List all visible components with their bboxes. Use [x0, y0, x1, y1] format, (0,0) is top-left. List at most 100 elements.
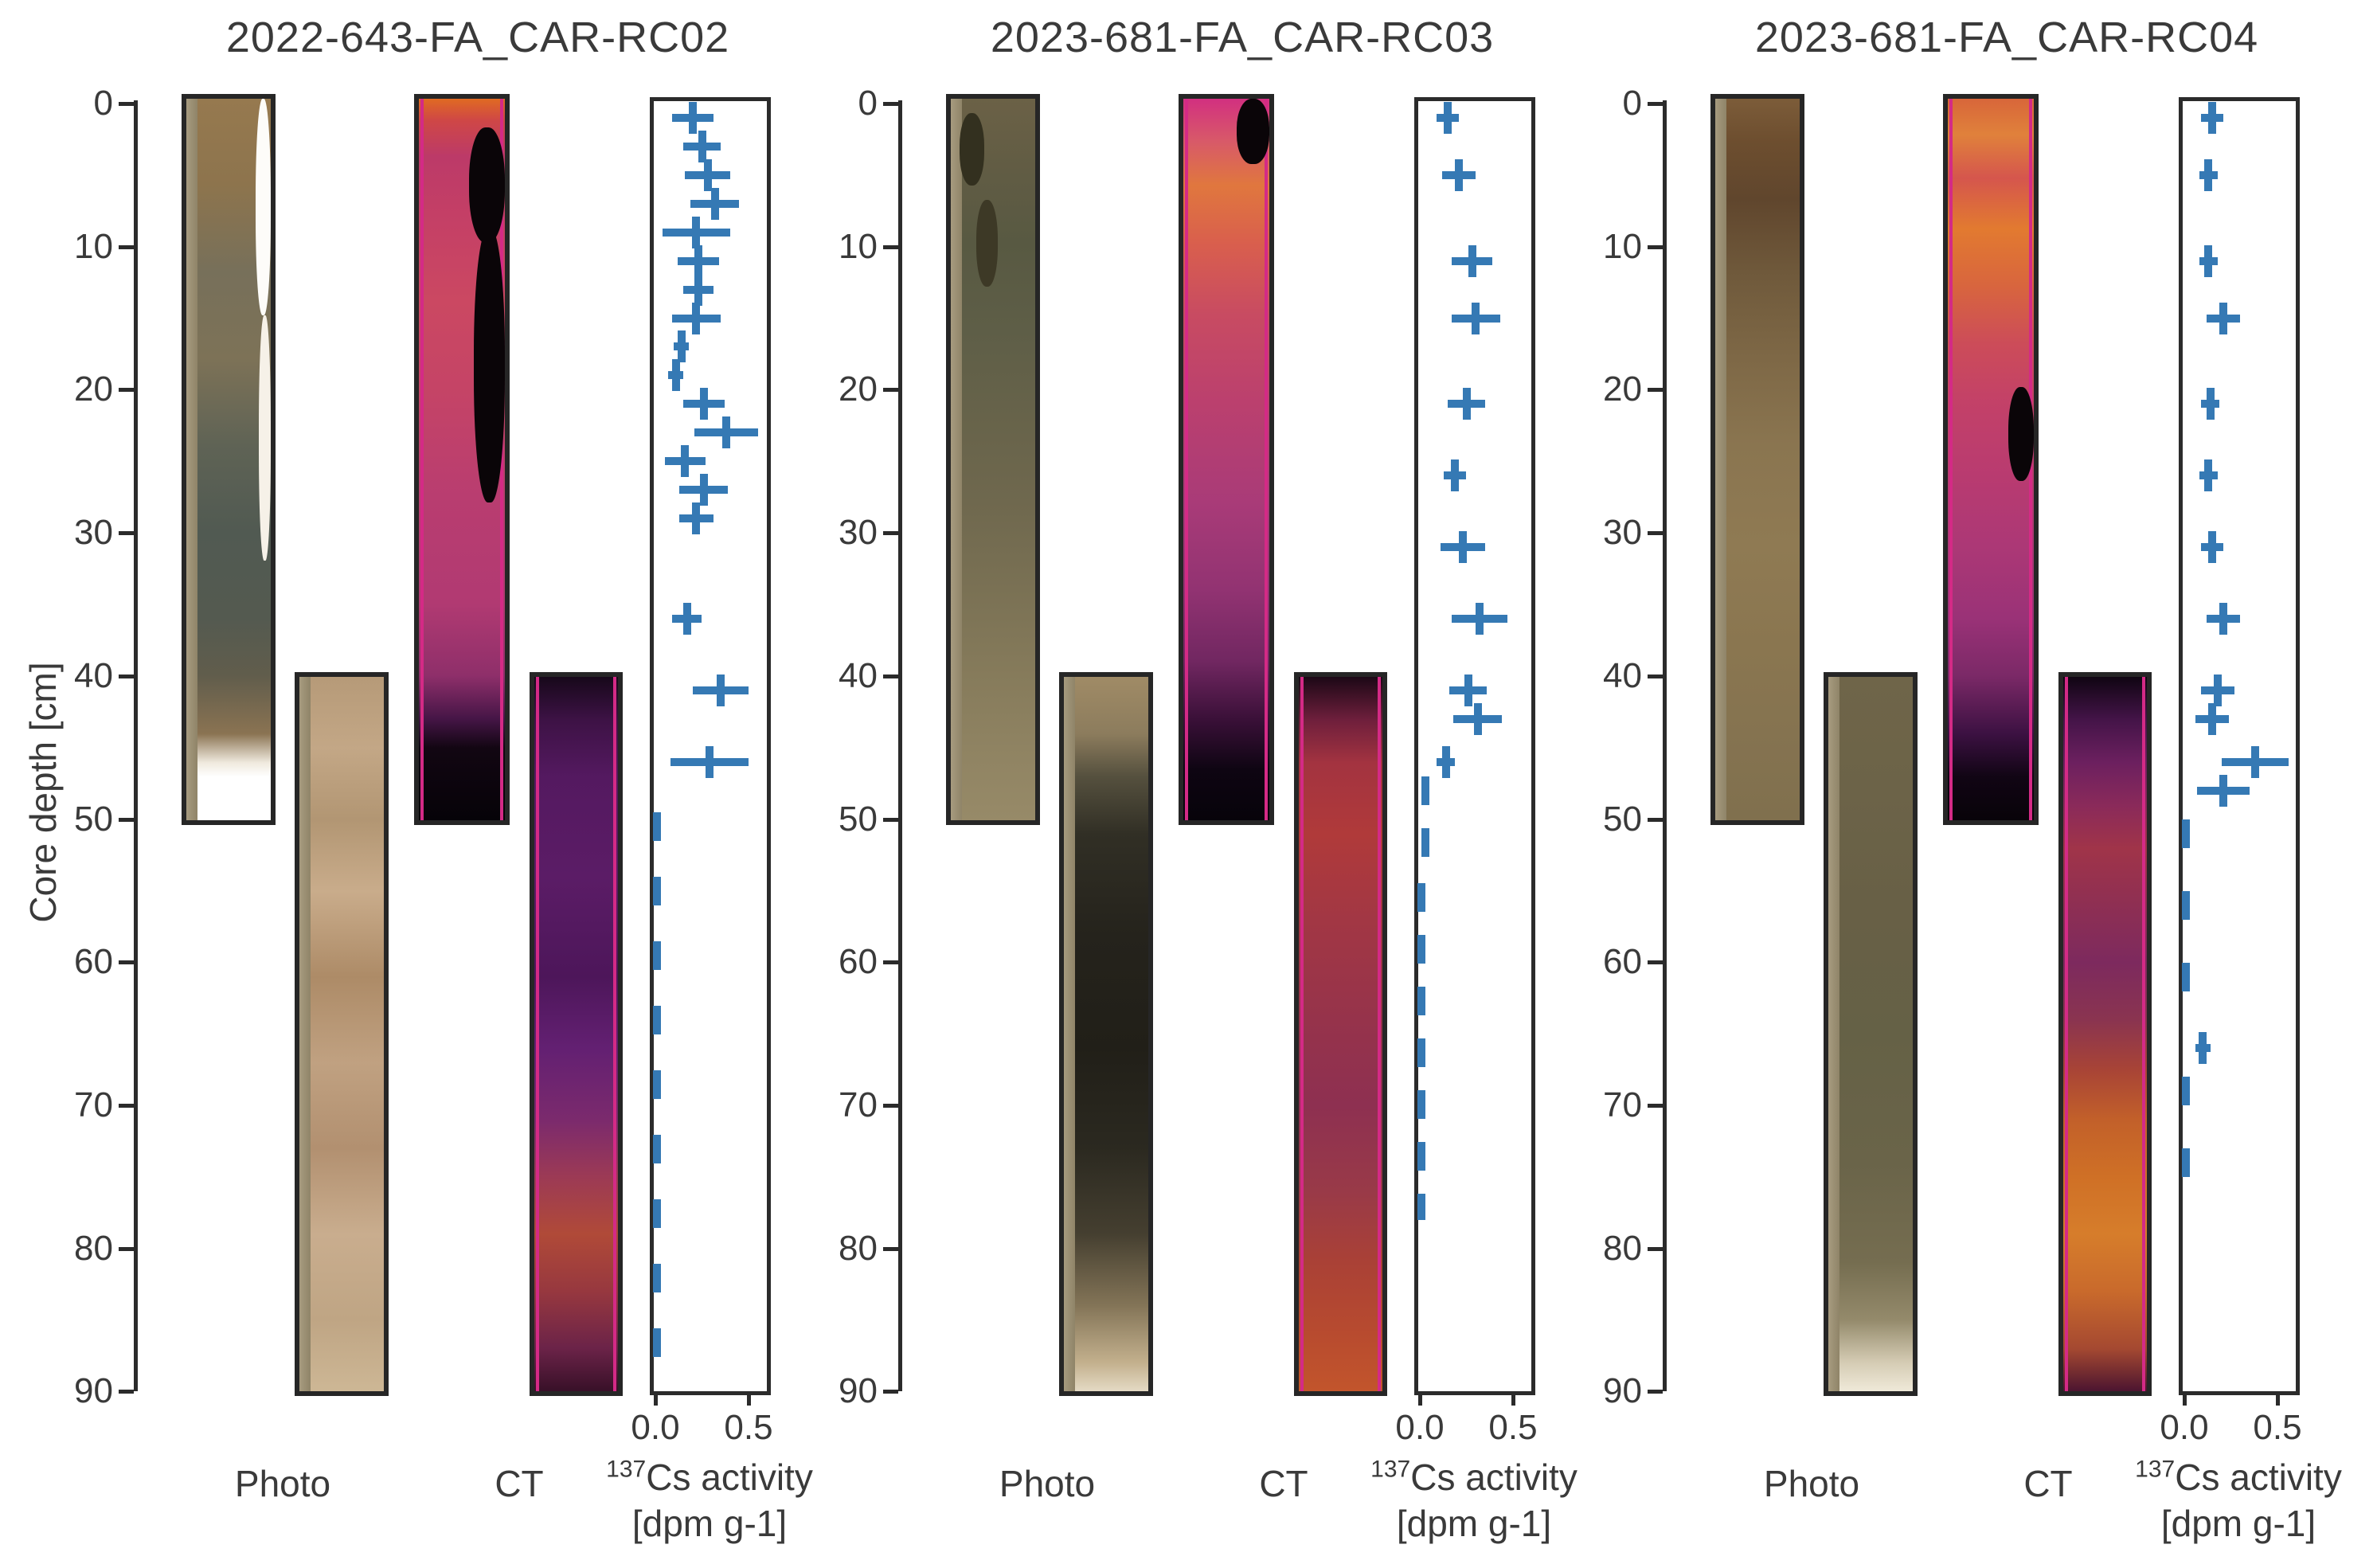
depth-tick [1648, 674, 1663, 678]
depth-tick [883, 1103, 898, 1108]
depth-tick-label: 80 [839, 1228, 878, 1268]
activity-x-tick [2276, 1394, 2280, 1406]
ct-liner-line-right [613, 677, 616, 1391]
data-point-marker [671, 359, 680, 392]
depth-tick [1648, 1103, 1663, 1108]
activity-axis-label-line1: 137Cs activity [578, 1456, 841, 1499]
core-photo-section-2 [1059, 672, 1153, 1396]
ct-liner-line-left [536, 677, 539, 1391]
depth-tick [119, 960, 134, 965]
data-point-marker [698, 130, 706, 162]
depth-tick-label: 60 [839, 942, 878, 982]
data-point-marker [2204, 244, 2213, 277]
core-photo-section-1-blob [255, 99, 271, 315]
depth-tick [119, 244, 134, 249]
ct-column-label: CT [2023, 1463, 2073, 1504]
core-ct-section-2 [1294, 672, 1387, 1396]
activity-axis-label-main: Cs activity [646, 1457, 813, 1498]
data-point-marker [703, 158, 712, 191]
depth-tick [119, 531, 134, 536]
panel-title: 2023-681-FA_CAR-RC03 [990, 14, 1495, 61]
depth-tick [119, 674, 134, 678]
ct-liner-line-right [500, 99, 503, 820]
data-point-marker [677, 330, 686, 363]
photo-column-label: Photo [1763, 1463, 1860, 1504]
core-ct-section-2 [530, 672, 623, 1396]
depth-tick-label: 10 [839, 226, 878, 266]
depth-tick [883, 817, 898, 822]
activity-x-tick-label: 0.5 [2253, 1408, 2302, 1447]
photo-liner-edge [1828, 677, 1839, 1391]
depth-tick-label: 30 [74, 513, 113, 553]
data-point-marker [699, 388, 708, 420]
below-detection-dashed-line [1417, 883, 1426, 1220]
core-ct-section-1 [1943, 94, 2039, 825]
data-point-marker [688, 101, 697, 134]
depth-tick-label: 50 [74, 799, 113, 839]
core-photo-section-1-blob [1732, 106, 1765, 149]
activity-axis-label-line1: 137Cs activity [1343, 1456, 1605, 1499]
depth-tick-label: 40 [74, 655, 113, 695]
depth-tick-label: 30 [1603, 513, 1642, 553]
depth-tick [883, 388, 898, 393]
data-point-marker [721, 416, 730, 449]
photo-liner-edge [1064, 677, 1075, 1391]
cs137-plot-box [2179, 97, 2300, 1395]
data-point-marker [2219, 302, 2228, 334]
data-point-marker [1464, 674, 1472, 706]
core-photo-section-1 [946, 94, 1040, 825]
core-photo-section-2 [295, 672, 389, 1396]
depth-tick [1648, 1246, 1663, 1251]
core-ct-section-2 [2058, 672, 2152, 1396]
core-photo-section-1-blob [959, 113, 985, 186]
depth-tick [119, 388, 134, 393]
depth-tick [1648, 1390, 1663, 1394]
ct-liner-line-right [2142, 677, 2145, 1391]
photo-liner-edge [299, 677, 311, 1391]
activity-x-tick [1511, 1394, 1515, 1406]
depth-tick [883, 1246, 898, 1251]
depth-axis-spine [898, 100, 902, 1391]
ct-liner-line-left [1300, 677, 1304, 1391]
data-point-marker [1472, 302, 1480, 334]
photo-column-label: Photo [234, 1463, 331, 1504]
panel-title: 2022-643-FA_CAR-RC02 [225, 14, 730, 61]
depth-tick [883, 1390, 898, 1394]
depth-tick-label: 40 [839, 655, 878, 695]
depth-tick [1648, 960, 1663, 965]
panel-title: 2023-681-FA_CAR-RC04 [1754, 14, 2259, 61]
below-detection-dashed-line [2182, 1076, 2191, 1206]
ct-liner-line-left [2065, 677, 2068, 1391]
core-photo-section-1-blob [259, 315, 271, 561]
depth-tick-label: 20 [74, 370, 113, 409]
data-point-marker [1468, 244, 1476, 277]
depth-tick-label: 80 [74, 1228, 113, 1268]
depth-axis-spine [134, 100, 138, 1391]
data-point-marker [1455, 158, 1464, 191]
activity-axis-label-isotope-sup: 137 [2135, 1456, 2176, 1483]
data-point-marker [2208, 101, 2217, 134]
depth-tick-label: 70 [74, 1085, 113, 1124]
activity-axis-label-line1: 137Cs activity [2107, 1456, 2370, 1499]
data-point-marker [710, 187, 719, 220]
activity-axis-label-isotope-sup: 137 [1370, 1456, 1411, 1483]
data-point-marker [705, 745, 713, 778]
photo-column-label: Photo [999, 1463, 1096, 1504]
core-photo-section-1 [182, 94, 276, 825]
core-ct-section-1-blob [468, 127, 505, 244]
below-detection-dashed-line [2182, 819, 2191, 1006]
depth-tick [883, 244, 898, 249]
depth-tick-label: 40 [1603, 655, 1642, 695]
data-point-marker [2208, 702, 2217, 735]
core-ct-section-1 [1179, 94, 1274, 825]
ct-liner-line-left [1185, 99, 1188, 820]
activity-axis-label-line2: [dpm g-1] [631, 1503, 788, 1544]
activity-x-tick-label: 0.5 [724, 1408, 773, 1447]
depth-tick [119, 817, 134, 822]
cs137-plot-box [1414, 97, 1535, 1395]
data-point-marker [682, 602, 691, 635]
depth-tick-label: 10 [74, 226, 113, 266]
depth-tick [1648, 388, 1663, 393]
depth-tick [1648, 102, 1663, 106]
